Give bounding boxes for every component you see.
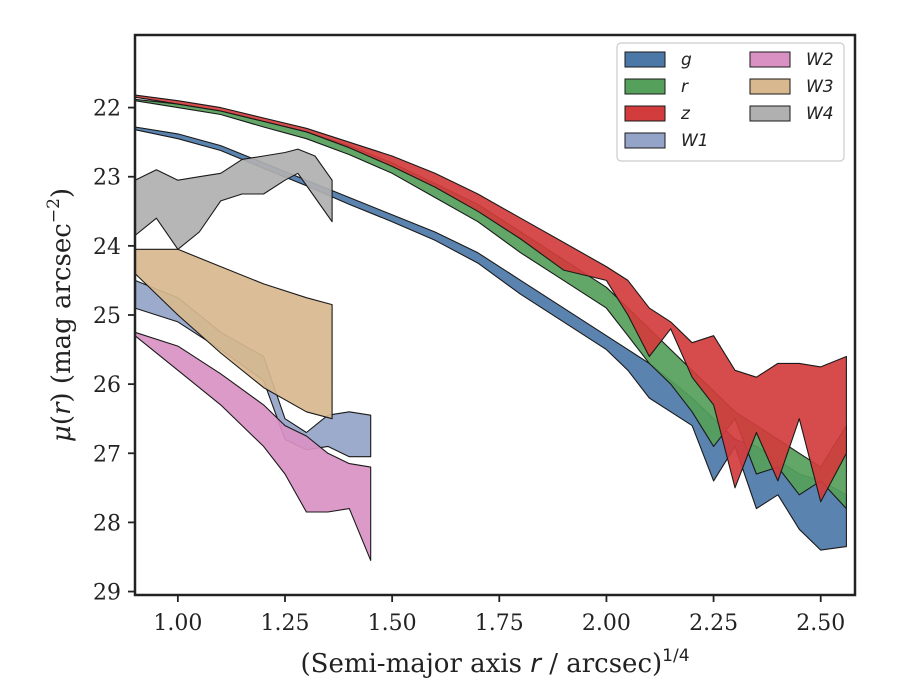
band-W4 [134,148,333,250]
band-W2 [134,331,372,561]
x-tick-label: 1.00 [153,611,202,636]
y-axis-label: μ(r) (mag arcsec−2) [44,188,77,442]
y-axis-ticks: 22 23 24 25 26 27 28 29 [93,97,135,606]
x-tick-label: 2.25 [689,611,738,636]
x-axis-ticks: 1.00 1.25 1.50 1.75 2.00 2.25 2.50 [153,595,845,636]
band-z [134,94,847,503]
y-tick-label: 24 [93,235,121,260]
x-axis-label: (Semi-major axis r / arcsec)1/4 [300,646,689,679]
legend-frame [616,42,845,162]
legend-label-z: z [680,104,691,124]
legend-swatch-r [624,78,666,95]
legend-swatch-g [624,51,666,68]
legend: grz W1 W2 W3 W4 [616,42,845,162]
x-tick-label: 2.00 [582,611,631,636]
legend-swatch-W1 [624,132,666,149]
y-tick-label: 28 [93,511,121,536]
band-g [134,126,847,551]
legend-label-W1: W1 [681,131,709,151]
legend-label-r: r [681,77,689,97]
y-tick-label: 22 [93,97,121,122]
legend-swatch-W2 [749,51,791,68]
x-tick-label: 1.50 [368,611,417,636]
y-tick-label: 27 [93,442,121,467]
x-tick-label: 2.50 [796,611,845,636]
x-tick-label: 1.75 [475,611,524,636]
legend-label-W3: W3 [806,77,834,97]
y-tick-label: 29 [93,581,121,606]
y-tick-label: 26 [93,373,121,398]
legend-swatch-W3 [749,78,791,95]
y-tick-label: 23 [93,166,121,191]
x-tick-label: 1.25 [261,611,310,636]
y-tick-label: 25 [93,304,121,329]
legend-label-W2: W2 [806,50,834,70]
legend-swatch-W4 [749,105,791,122]
legend-label-g: g [681,50,692,70]
series-areas [134,94,847,561]
legend-swatch-z [624,105,666,122]
legend-label-W4: W4 [806,104,834,124]
band-W3 [134,248,333,420]
